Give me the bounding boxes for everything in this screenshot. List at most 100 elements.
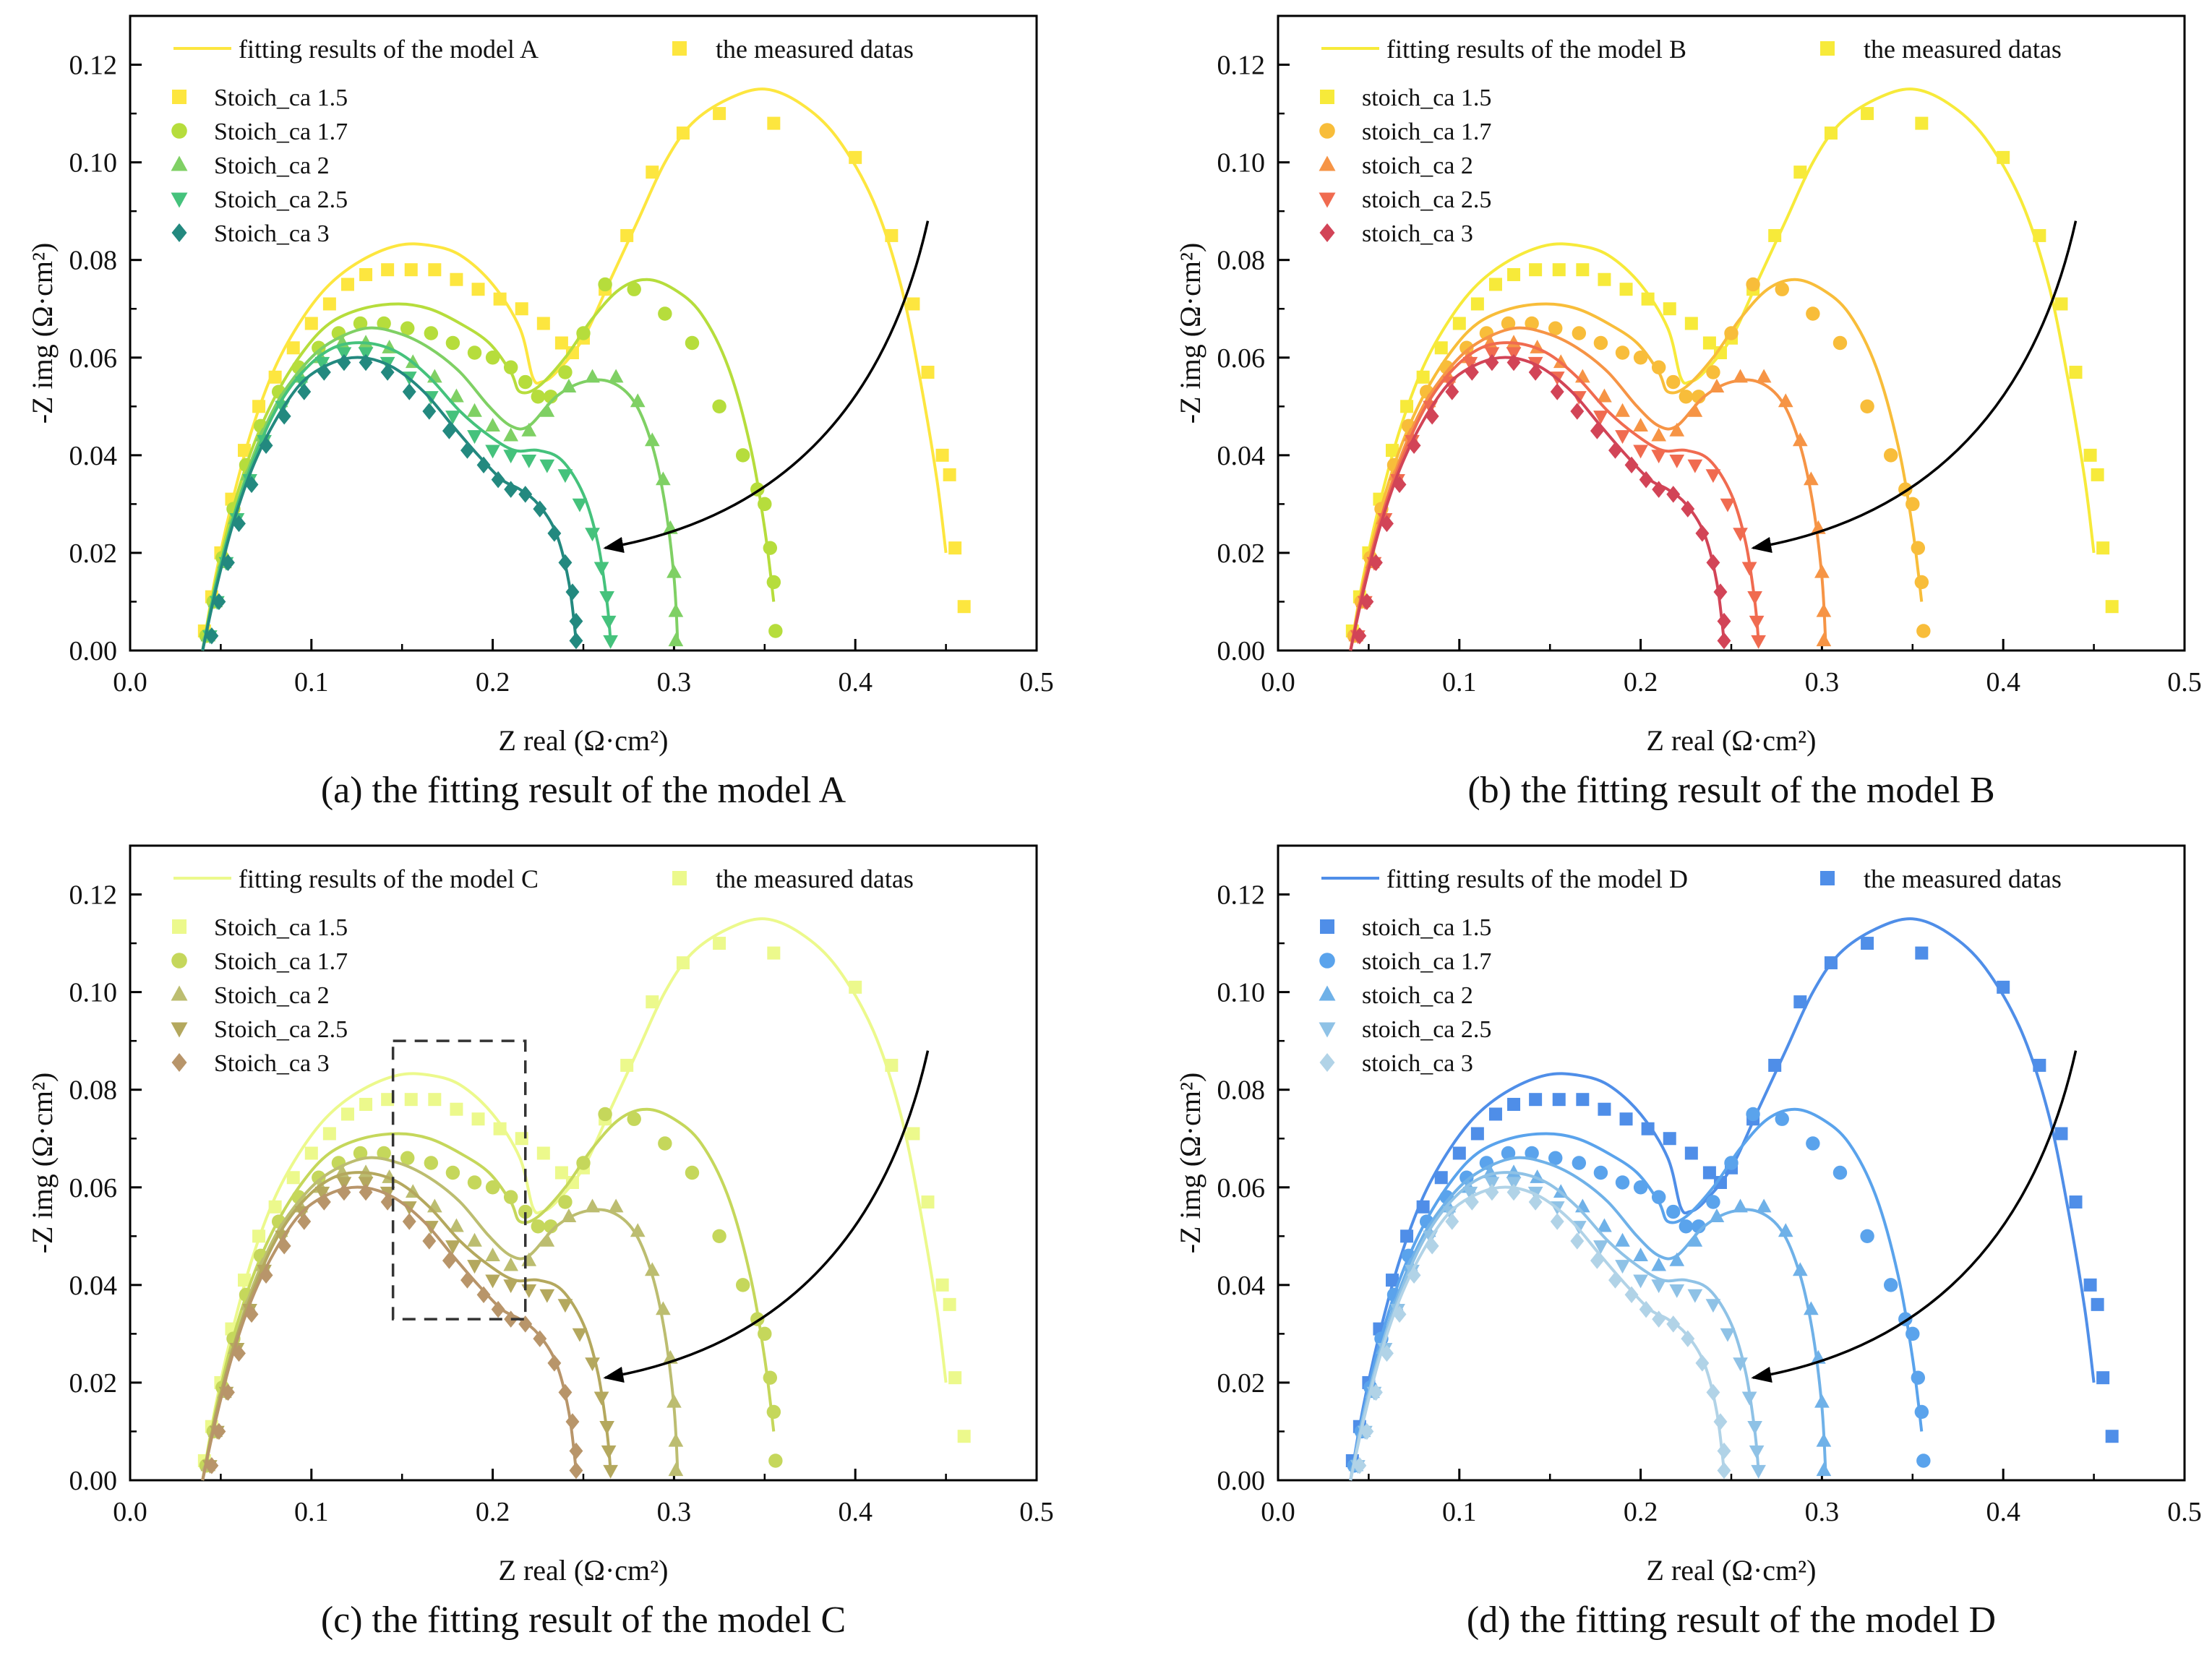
measured-point-stoich-3 xyxy=(1590,422,1604,439)
measured-point-stoich-2.5 xyxy=(467,1260,482,1274)
measured-point-stoich-1.5 xyxy=(1576,1093,1590,1107)
panel-d: 0.00 0.02 0.04 0.06 0.08 0.10 0.12 0.0 0.1 0.2 0.3… xyxy=(1148,830,2212,1659)
measured-point-stoich-3 xyxy=(297,383,312,400)
measured-point-stoich-2.5 xyxy=(593,562,609,576)
measured-point-stoich-1.5 xyxy=(1507,1097,1521,1111)
measured-point-stoich-2 xyxy=(467,1232,482,1247)
measured-point-stoich-2.5 xyxy=(585,528,600,542)
measured-point-stoich-2 xyxy=(1778,393,1793,408)
measured-point-stoich-2.5 xyxy=(1741,1391,1757,1406)
measured-point-stoich-3 xyxy=(533,500,547,518)
legend-series-label: Stoich_ca 3 xyxy=(214,220,330,247)
trend-arrow xyxy=(603,1050,930,1383)
legend-series-label: Stoich_ca 2 xyxy=(214,153,330,179)
measured-point-stoich-1.5 xyxy=(620,228,634,242)
y-tick-label: 0.10 xyxy=(69,978,118,1008)
legend-series-label: Stoich_ca 2.5 xyxy=(214,186,348,213)
measured-point-stoich-1.7 xyxy=(1860,1229,1874,1244)
measured-point-stoich-3 xyxy=(491,471,505,489)
measured-point-stoich-1.7 xyxy=(1593,335,1608,351)
measured-point-stoich-1.5 xyxy=(2105,600,2119,614)
measured-point-stoich-2 xyxy=(539,403,555,417)
measured-point-stoich-3 xyxy=(565,583,580,601)
legend-series-label: stoich_ca 1.5 xyxy=(1362,85,1491,111)
measured-point-stoich-1.5 xyxy=(1641,292,1655,306)
measured-point-stoich-1.5 xyxy=(943,1297,956,1311)
measured-point-stoich-1.7 xyxy=(627,1112,641,1126)
measured-point-stoich-1.5 xyxy=(713,107,726,121)
x-tick-label: 0.3 xyxy=(1805,1497,1840,1527)
measured-point-stoich-2.5 xyxy=(1687,1289,1703,1303)
measured-point-stoich-1.5 xyxy=(1552,263,1566,277)
y-tick-label: 0.08 xyxy=(1217,246,1266,276)
measured-point-stoich-2 xyxy=(1669,422,1685,437)
measured-point-stoich-2 xyxy=(668,1433,684,1447)
measured-point-stoich-1.7 xyxy=(377,316,391,331)
measured-point-stoich-1.5 xyxy=(906,1127,920,1141)
measured-point-stoich-1.7 xyxy=(424,326,439,340)
legend-marker-5 xyxy=(1319,1053,1335,1072)
measured-point-stoich-2.5 xyxy=(336,1177,352,1191)
measured-point-stoich-2 xyxy=(1597,1218,1612,1232)
measured-point-stoich-2.5 xyxy=(1741,562,1757,576)
measured-point-stoich-3 xyxy=(1380,1344,1394,1362)
panel-caption: (d) the fitting result of the model D xyxy=(1467,1600,1996,1641)
fit-line-stoich-1.5 xyxy=(201,917,948,1481)
y-tick-label: 0.06 xyxy=(1217,1173,1266,1203)
measured-point-stoich-2 xyxy=(1756,369,1772,383)
plot-area xyxy=(1345,917,2119,1481)
measured-point-stoich-1.5 xyxy=(381,263,395,277)
measured-point-stoich-1.7 xyxy=(1916,1454,1931,1468)
measured-point-stoich-3 xyxy=(569,612,583,630)
measured-point-stoich-2.5 xyxy=(1651,450,1667,464)
y-tick-label: 0.04 xyxy=(69,1271,118,1301)
measured-point-stoich-2 xyxy=(521,422,537,437)
measured-point-stoich-1.5 xyxy=(767,116,781,130)
measured-point-stoich-2.5 xyxy=(1593,411,1608,425)
measured-point-stoich-2 xyxy=(1792,1262,1808,1276)
measured-point-stoich-1.5 xyxy=(1416,1200,1430,1214)
legend-series-label: stoich_ca 2 xyxy=(1362,982,1473,1009)
measured-point-stoich-2 xyxy=(1687,1232,1703,1247)
measured-point-stoich-1.5 xyxy=(1861,937,1874,950)
measured-point-stoich-3 xyxy=(1570,1232,1585,1250)
measured-point-stoich-1.7 xyxy=(1911,1370,1926,1385)
measured-point-stoich-1.7 xyxy=(598,1107,612,1122)
measured-point-stoich-1.7 xyxy=(353,1146,368,1161)
measured-point-stoich-3 xyxy=(1608,1271,1622,1289)
measured-point-stoich-2.5 xyxy=(503,450,519,464)
measured-point-stoich-3 xyxy=(380,364,395,381)
measured-point-stoich-3 xyxy=(244,1305,259,1323)
measured-point-stoich-1.5 xyxy=(359,267,373,281)
x-tick-label: 0.5 xyxy=(2167,667,2202,697)
measured-point-stoich-1.7 xyxy=(1706,365,1720,379)
measured-point-stoich-2.5 xyxy=(601,1445,617,1459)
fit-line-stoich-2.5 xyxy=(1349,1171,1760,1481)
measured-point-stoich-3 xyxy=(1706,554,1720,572)
legend-measured-marker xyxy=(1820,41,1835,56)
x-tick-label: 0.5 xyxy=(1019,667,1054,697)
measured-point-stoich-3 xyxy=(569,1461,583,1480)
measured-point-stoich-1.7 xyxy=(658,306,672,321)
measured-point-stoich-3 xyxy=(212,593,226,611)
x-axis-label: Z real (Ω·cm²) xyxy=(1647,724,1817,757)
y-tick-label: 0.10 xyxy=(1217,148,1266,179)
x-tick-label: 0.0 xyxy=(1261,1497,1295,1527)
measured-point-stoich-1.5 xyxy=(1529,263,1543,277)
measured-point-stoich-2.5 xyxy=(1506,347,1522,361)
measured-point-stoich-1.7 xyxy=(445,1165,460,1180)
measured-point-stoich-2.5 xyxy=(1751,1464,1766,1479)
y-tick-label: 0.04 xyxy=(69,441,118,471)
measured-point-stoich-1.5 xyxy=(340,1107,354,1121)
measured-point-stoich-3 xyxy=(1717,1461,1731,1480)
measured-point-stoich-2 xyxy=(449,1218,464,1232)
measured-point-stoich-3 xyxy=(1639,471,1653,489)
x-tick-label: 0.1 xyxy=(1442,667,1477,697)
measured-point-stoich-2 xyxy=(539,1232,555,1247)
measured-point-stoich-2.5 xyxy=(445,1240,460,1255)
measured-point-stoich-2.5 xyxy=(603,1464,618,1479)
x-tick-label: 0.2 xyxy=(1624,1497,1658,1527)
measured-point-stoich-3 xyxy=(380,1193,395,1211)
measured-point-stoich-1.7 xyxy=(712,399,726,414)
measured-point-stoich-1.7 xyxy=(1548,1151,1563,1165)
